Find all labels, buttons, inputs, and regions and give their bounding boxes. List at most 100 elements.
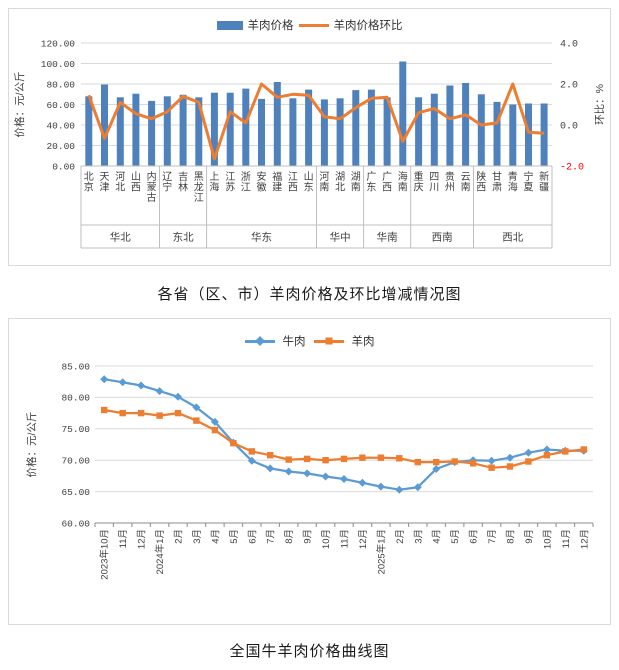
羊肉-point (396, 455, 403, 462)
province-label: 陕西 (476, 170, 486, 194)
mutton-line-swatch (313, 337, 344, 345)
mutton-price-legend-label: 羊肉价格 (247, 20, 294, 32)
province-label: 宁夏 (524, 170, 534, 194)
牛肉-point (376, 482, 385, 491)
牛肉-point (100, 375, 109, 384)
province-label: 山西 (131, 171, 141, 194)
牛肉-point (358, 478, 367, 487)
bar-四川 (430, 93, 438, 166)
bar-广西 (383, 97, 391, 166)
bar-山东 (305, 89, 313, 166)
bar-陕西 (477, 94, 485, 167)
region-label: 西南 (432, 231, 453, 244)
y-axis-tick: 85.00 (61, 361, 90, 372)
month-label: 9月 (524, 529, 535, 544)
bar-贵州 (446, 85, 454, 166)
province-label: 福建 (272, 170, 282, 194)
national-beef-mutton-curve-chart: 85.00 80.00 75.00 70.00 65.00 60.00 2023年10月 11… (8, 318, 611, 625)
province-label: 上海 (209, 171, 219, 194)
province-label: 浙江 (241, 171, 251, 194)
right-axis-title: 环比：% (593, 84, 606, 125)
province-label: 青海 (508, 170, 518, 194)
left-axis-tick: 40.00 (46, 120, 75, 131)
month-label: 2月 (174, 529, 185, 544)
month-label: 8月 (506, 529, 517, 544)
month-label: 3月 (413, 529, 424, 544)
牛肉-point (303, 469, 312, 478)
month-label: 4月 (432, 529, 443, 544)
month-label: 7月 (487, 529, 498, 544)
bar-湖北 (336, 98, 344, 166)
region-label: 华北 (110, 231, 131, 244)
month-label: 2023年10月 (99, 529, 111, 580)
chart2-caption: 全国牛羊肉价格曲线图 (229, 643, 390, 660)
left-axis-tick: 20.00 (46, 141, 75, 152)
diamond-marker-icon (254, 336, 265, 346)
bar-海南 (399, 61, 407, 166)
province-label: 海南 (398, 170, 408, 194)
y-axis-title: 价格：元/公斤 (25, 412, 38, 478)
bar-甘肃 (493, 101, 501, 166)
national-chart-plot: 85.00 80.00 75.00 70.00 65.00 60.00 2023年10月 11… (25, 361, 594, 580)
province-label: 辽宁 (162, 171, 172, 194)
square-marker-icon (325, 337, 332, 345)
羊肉-point (267, 452, 274, 459)
provincial-mutton-price-chart: 120.00 100.00 80.00 60.00 40.00 20.00 0.00 4.0 2… (8, 8, 611, 266)
province-label: 广西 (382, 171, 392, 194)
羊肉-point (174, 409, 182, 417)
牛肉-point (542, 445, 551, 454)
y-axis-tick: 80.00 (61, 393, 90, 404)
month-label: 5月 (450, 529, 461, 544)
provincial-chart-plot: 120.00 100.00 80.00 60.00 40.00 20.00 0.00 4.0 2… (13, 38, 606, 249)
牛肉-point (247, 456, 256, 465)
bar-上海 (210, 92, 218, 166)
left-axis-tick: 60.00 (46, 100, 75, 111)
province-label: 湖南 (351, 171, 361, 194)
牛肉-point (118, 378, 127, 387)
羊肉-point (303, 455, 311, 463)
bar-安徽 (258, 98, 265, 166)
chart1-caption: 各省（区、市）羊肉价格及环比增减情况图 (157, 286, 462, 303)
bar-黑龙江 (195, 97, 203, 166)
bar-河南 (320, 99, 328, 166)
牛肉-point (266, 464, 275, 473)
right-axis-tick: 0.0 (560, 122, 578, 133)
羊肉-point (543, 452, 551, 459)
bar-福建 (273, 82, 281, 166)
month-label: 12月 (137, 529, 148, 549)
mom-legend-label: 羊肉价格环比 (333, 20, 403, 32)
bar-广东 (367, 89, 375, 166)
bar-山西 (132, 93, 140, 166)
month-label: 6月 (469, 529, 480, 544)
province-label: 内蒙古 (147, 170, 157, 204)
province-label: 山东 (304, 171, 314, 194)
province-label: 黑龙江 (194, 171, 204, 204)
month-label: 2025年1月 (375, 529, 387, 574)
right-axis-tick: 4.0 (560, 40, 578, 51)
province-label: 甘肃 (492, 170, 502, 194)
region-label: 华东 (251, 231, 272, 244)
province-label: 广东 (366, 171, 376, 194)
region-label: 东北 (173, 231, 194, 244)
left-axis-title: 价格：元/公斤 (13, 72, 26, 138)
牛肉-point (432, 465, 441, 473)
羊肉-point (580, 446, 587, 453)
羊肉-point (562, 448, 569, 455)
羊肉-point (230, 440, 237, 447)
month-label: 12月 (579, 529, 590, 549)
province-label: 河南 (319, 171, 329, 194)
month-label: 2月 (395, 529, 406, 544)
羊肉-point (137, 409, 145, 417)
牛肉-point (506, 453, 514, 462)
bar-吉林 (179, 94, 187, 166)
牛肉-point (192, 403, 201, 412)
牛肉-point (210, 417, 219, 426)
羊肉-point (359, 454, 366, 461)
beef-line-swatch (244, 336, 275, 346)
牛肉-point (174, 392, 182, 401)
left-axis-tick: 0.00 (52, 161, 75, 172)
bar-青海 (509, 104, 517, 166)
province-label: 新疆 (539, 170, 549, 194)
province-label: 湖北 (335, 171, 345, 194)
beef-legend-label: 牛肉 (282, 336, 306, 348)
